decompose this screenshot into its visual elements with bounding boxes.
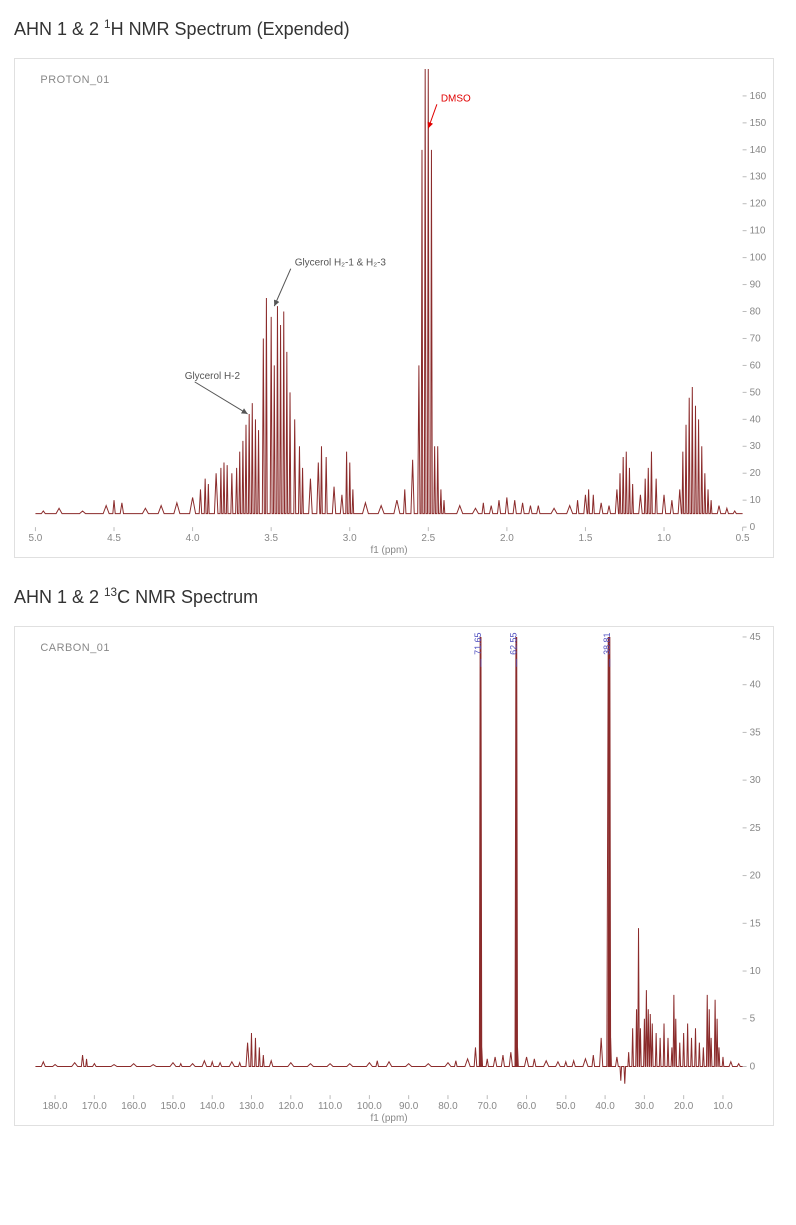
proton-xtick-label: 2.0	[500, 533, 514, 544]
proton-annotation-arrow	[274, 269, 290, 306]
carbon-peak-label: 38.81	[602, 632, 612, 654]
proton-annotation-label: Glycerol H₂-1 & H₂-3	[295, 258, 387, 269]
carbon-ytick-label: 45	[750, 632, 762, 643]
proton-ytick-label: 90	[750, 280, 762, 291]
carbon-xtick-label: 140.0	[200, 1101, 225, 1112]
page: AHN 1 & 2 1H NMR Spectrum (Expended) PRO…	[0, 0, 796, 1225]
carbon-ytick-label: 35	[750, 727, 762, 738]
proton-xtick-label: 0.5	[736, 533, 750, 544]
carbon-title-suffix: C NMR Spectrum	[117, 587, 258, 607]
proton-experiment-label: PROTON_01	[40, 74, 109, 86]
proton-spectrum-line	[35, 69, 742, 514]
proton-title: AHN 1 & 2 1H NMR Spectrum (Expended)	[14, 18, 782, 40]
proton-ytick-label: 60	[750, 360, 762, 371]
proton-annotation-label: Glycerol H-2	[185, 371, 241, 382]
proton-ytick-label: 10	[750, 495, 762, 506]
carbon-peak-label: 71.65	[473, 632, 483, 654]
carbon-xtick-label: 100.0	[357, 1101, 382, 1112]
carbon-xtick-label: 70.0	[478, 1101, 498, 1112]
carbon-ytick-label: 20	[750, 871, 762, 882]
carbon-xtick-label: 50.0	[556, 1101, 576, 1112]
carbon-xtick-label: 90.0	[399, 1101, 419, 1112]
carbon-xtick-label: 20.0	[674, 1101, 694, 1112]
carbon-spectrum-chart: CARBON_01 0 5 10 15 20 25 30 35 40 45 180.0 170.0 160…	[14, 626, 774, 1126]
proton-ytick-label: 50	[750, 387, 762, 398]
proton-xtick-label: 1.0	[657, 533, 671, 544]
proton-ytick-label: 100	[750, 253, 767, 264]
carbon-xtick-label: 60.0	[517, 1101, 537, 1112]
carbon-ytick-label: 30	[750, 775, 762, 786]
proton-ytick-label: 150	[750, 118, 767, 129]
proton-xtick-label: 3.0	[343, 533, 357, 544]
carbon-ytick-label: 0	[750, 1061, 756, 1072]
carbon-spectrum-line	[35, 637, 742, 1084]
proton-xtick-label: 4.5	[107, 533, 121, 544]
proton-annotation-label: DMSO	[441, 93, 471, 104]
carbon-xaxis-label: f1 (ppm)	[370, 1113, 407, 1124]
carbon-xtick-label: 130.0	[239, 1101, 264, 1112]
carbon-xtick-label: 40.0	[595, 1101, 615, 1112]
proton-annotation-arrow	[428, 104, 437, 128]
carbon-title: AHN 1 & 2 13C NMR Spectrum	[14, 586, 782, 608]
proton-ytick-label: 70	[750, 333, 762, 344]
proton-xtick-label: 5.0	[29, 533, 43, 544]
carbon-spectrum-svg: CARBON_01 0 5 10 15 20 25 30 35 40 45 180.0 170.0 160…	[15, 627, 773, 1125]
carbon-xtick-label: 30.0	[635, 1101, 655, 1112]
carbon-ytick-label: 5	[750, 1014, 756, 1025]
proton-ytick-label: 110	[750, 226, 766, 237]
proton-xtick-label: 3.5	[264, 533, 278, 544]
carbon-title-sup: 13	[104, 586, 117, 599]
proton-title-suffix: H NMR Spectrum (Expended)	[111, 19, 350, 39]
carbon-ytick-label: 10	[750, 966, 762, 977]
carbon-ytick-label: 15	[750, 918, 762, 929]
proton-ytick-label: 80	[750, 307, 762, 318]
proton-xtick-label: 1.5	[579, 533, 593, 544]
carbon-xtick-label: 80.0	[438, 1101, 458, 1112]
carbon-xtick-label: 110.0	[318, 1101, 343, 1112]
proton-ytick-label: 120	[750, 199, 767, 210]
carbon-xtick-label: 160.0	[121, 1101, 146, 1112]
proton-title-prefix: AHN 1 & 2	[14, 19, 104, 39]
carbon-xtick-label: 170.0	[82, 1101, 107, 1112]
proton-ytick-label: 140	[750, 145, 767, 156]
proton-ytick-label: 20	[750, 468, 762, 479]
proton-xtick-label: 2.5	[421, 533, 435, 544]
carbon-xtick-label: 150.0	[160, 1101, 185, 1112]
carbon-xtick-label: 10.0	[713, 1101, 733, 1112]
carbon-peak-label: 62.55	[509, 632, 519, 654]
proton-ytick-label: 130	[750, 172, 767, 183]
proton-spectrum-chart: PROTON_01 0 10 20 30 40 50 60 70 80 90 100 110 120 130…	[14, 58, 774, 558]
proton-xtick-label: 4.0	[186, 533, 200, 544]
proton-xaxis-label: f1 (ppm)	[370, 545, 407, 556]
carbon-experiment-label: CARBON_01	[40, 642, 110, 654]
carbon-title-prefix: AHN 1 & 2	[14, 587, 104, 607]
proton-spectrum-svg: PROTON_01 0 10 20 30 40 50 60 70 80 90 100 110 120 130…	[15, 59, 773, 557]
proton-ytick-label: 160	[750, 91, 767, 102]
carbon-xtick-label: 120.0	[278, 1101, 303, 1112]
proton-ytick-label: 40	[750, 414, 762, 425]
carbon-xtick-label: 180.0	[43, 1101, 68, 1112]
carbon-ytick-label: 25	[750, 823, 762, 834]
carbon-ytick-label: 40	[750, 680, 762, 691]
proton-ytick-label: 30	[750, 441, 762, 452]
proton-ytick-label: 0	[750, 522, 756, 533]
proton-annotation-arrow	[195, 382, 248, 414]
